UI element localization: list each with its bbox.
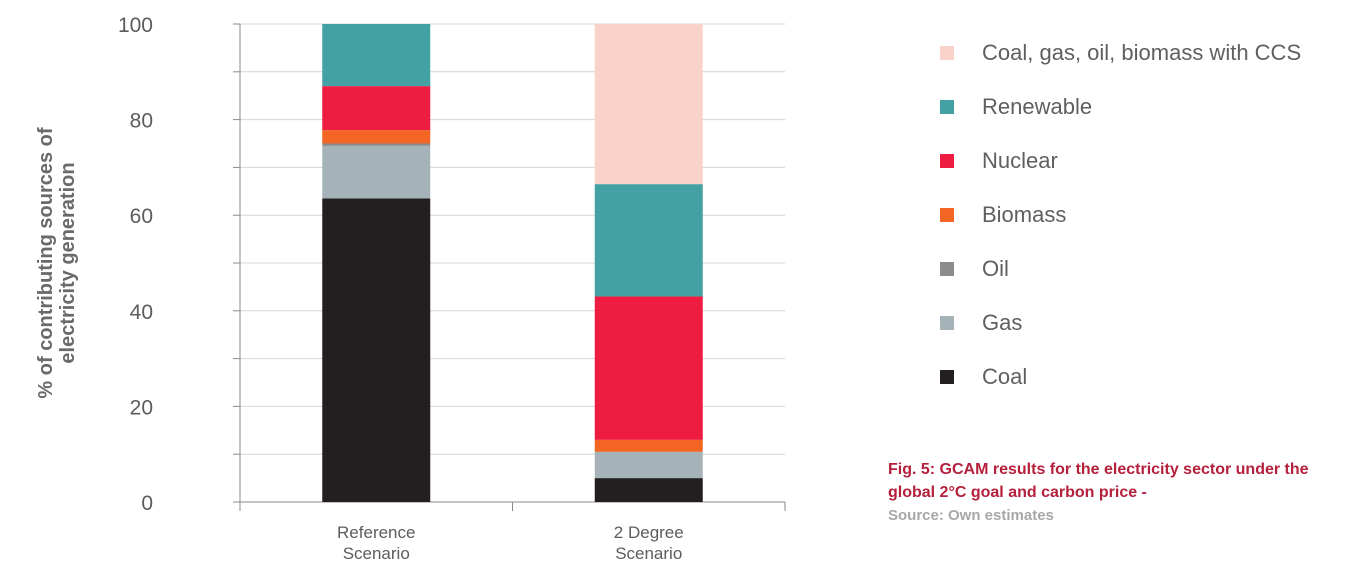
- legend-swatch: [940, 316, 954, 330]
- y-tick-label: 100: [118, 14, 153, 37]
- bar-segment-renewable: [322, 24, 431, 87]
- legend-swatch: [940, 370, 954, 384]
- bar-segment-gas: [594, 451, 703, 479]
- chart-legend: Coal, gas, oil, biomass with CCS Renewabl…: [940, 26, 1301, 404]
- y-tick-label: 80: [130, 110, 153, 133]
- caption-title: Fig. 5: GCAM results for the electricity…: [888, 461, 1309, 501]
- legend-swatch: [940, 262, 954, 276]
- legend-label: Nuclear: [982, 148, 1058, 173]
- stacked-bar-chart: 0 20 40 60 80 100 Reference Scenario 2 Degree Sce…: [35, 14, 786, 563]
- legend-item: Renewable: [940, 80, 1301, 134]
- y-tick-label: 40: [130, 301, 153, 324]
- legend-swatch: [940, 154, 954, 168]
- bar-segment-nuclear: [594, 296, 703, 440]
- legend-item: Oil: [940, 242, 1301, 296]
- bar-segment-biomass: [594, 439, 703, 452]
- x-category-label: 2 Degree Scenario: [614, 523, 684, 563]
- caption-source: Source: Own estimates: [888, 507, 1054, 524]
- figure-caption: Fig. 5: GCAM results for the electricity…: [888, 458, 1328, 527]
- bar-segment-gas: [322, 145, 431, 199]
- legend-label: Oil: [982, 256, 1009, 281]
- legend-swatch: [940, 208, 954, 222]
- legend-label: Coal: [982, 364, 1028, 389]
- bars: [322, 24, 703, 502]
- y-tick-label: 20: [130, 396, 153, 419]
- legend-swatch: [940, 46, 954, 60]
- legend-label: Gas: [982, 310, 1023, 335]
- legend-label: Coal, gas, oil, biomass with CCS: [982, 40, 1302, 65]
- axis-labels: 0 20 40 60 80 100 Reference Scenario 2 Degree Sce…: [35, 14, 684, 563]
- bar-segment-renewable: [594, 184, 703, 297]
- y-tick-label: 60: [130, 205, 153, 228]
- legend-swatch: [940, 100, 954, 114]
- legend-label: Renewable: [982, 94, 1093, 119]
- gridlines: [240, 23, 785, 455]
- legend-item: Coal: [940, 350, 1301, 404]
- bar-segment-coal: [594, 478, 703, 502]
- bar-segment-coal: [322, 198, 431, 502]
- y-tick-label: 0: [141, 492, 153, 515]
- legend-item: Gas: [940, 296, 1301, 350]
- legend-item: Coal, gas, oil, biomass with CCS: [940, 26, 1301, 80]
- bar-segment-oil: [322, 143, 431, 146]
- legend-item: Biomass: [940, 188, 1301, 242]
- x-category-label: Reference Scenario: [337, 523, 415, 563]
- bar-segment-coal-gas-oil-biomass-with-ccs: [594, 24, 703, 185]
- bar-segment-biomass: [322, 130, 431, 144]
- bar-segment-nuclear: [322, 86, 431, 131]
- legend-item: Nuclear: [940, 134, 1301, 188]
- y-axis-title: % of contributing sources ofelectricity …: [35, 127, 79, 398]
- legend-label: Biomass: [982, 202, 1067, 227]
